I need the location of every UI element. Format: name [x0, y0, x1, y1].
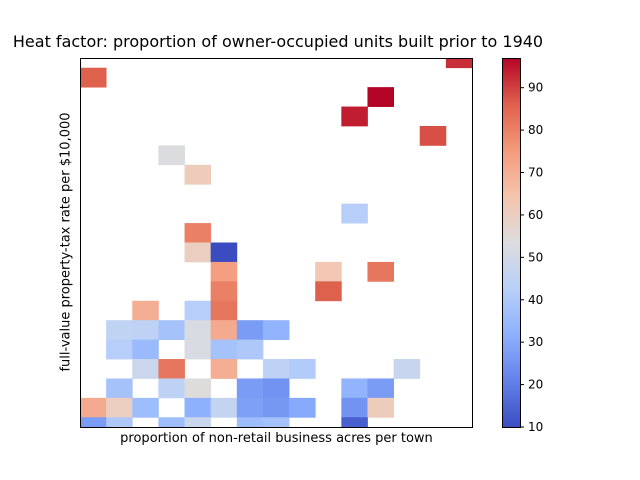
heatmap-cell [158, 359, 185, 379]
heatmap-cell [262, 417, 290, 428]
heatmap-cell [158, 320, 185, 341]
heatmap-cell [367, 261, 394, 282]
heatmap-cell [367, 87, 394, 107]
heatmap-cell [289, 397, 316, 418]
heatmap-cell [341, 417, 368, 428]
heatmap-cell [393, 359, 421, 379]
heatmap-cell [210, 320, 238, 341]
heatmap-cell [106, 397, 133, 418]
heatmap-cell [236, 397, 264, 418]
heatmap-cell [315, 261, 342, 282]
heatmap-cell [262, 320, 290, 341]
x-axis-label: proportion of non-retail business acres … [120, 431, 433, 446]
heatmap-cell [262, 397, 290, 418]
heatmap-cell [210, 359, 238, 379]
heatmap-cell [210, 300, 238, 321]
heatmap-cell [132, 300, 159, 321]
heatmap-cell [184, 397, 212, 418]
heatmap-cell [184, 300, 212, 321]
colorbar-tick-label: 50 [528, 250, 543, 264]
heatmap-cell [210, 281, 238, 302]
heatmap-cell [132, 359, 159, 379]
heatmap-cell [210, 242, 238, 263]
heatmap-cell [132, 397, 159, 418]
heatmap-cell [184, 339, 212, 360]
heatmap-cell [210, 339, 238, 360]
colorbar-frame [502, 58, 521, 428]
heatmap-cell [341, 378, 368, 399]
heatmap-cell [184, 223, 212, 243]
heatmap-cell [106, 378, 133, 399]
heatmap-cell [236, 339, 264, 360]
heatmap-cell [184, 320, 212, 341]
heatmap-cell [106, 339, 133, 360]
heatmap-cell [419, 125, 447, 146]
heatmap-cell [106, 320, 133, 341]
heatmap-cell [262, 359, 290, 379]
heatmap-cell [210, 261, 238, 282]
colorbar-ticks: 10 20 30 40 50 60 70 80 90 [520, 81, 543, 434]
colorbar-tick-label: 90 [528, 81, 543, 95]
heatmap-cell [341, 106, 368, 127]
heatmap-cell [184, 417, 212, 428]
colorbar-tick-label: 80 [528, 123, 543, 137]
heatmap-cell [132, 339, 159, 360]
heatmap-cell [80, 417, 107, 428]
heatmap-cells [80, 58, 473, 428]
chart-title: Heat factor: proportion of owner-occupie… [12, 32, 544, 51]
colorbar [502, 58, 520, 427]
colorbar-tick-label: 40 [528, 293, 543, 307]
colorbar-tick-label: 30 [528, 335, 543, 349]
heatmap-cell [80, 397, 107, 418]
heatmap-cell [341, 397, 368, 418]
colorbar-tick-label: 60 [528, 208, 543, 222]
heatmap-cell [80, 67, 107, 88]
heatmap-cell [158, 378, 185, 399]
heatmap-cell [132, 320, 159, 341]
colorbar-tick-label: 70 [528, 166, 543, 180]
heatmap-cell [158, 145, 185, 166]
heatmap-cell [236, 417, 264, 428]
heatmap-cell [367, 397, 394, 418]
heatmap-cell [315, 281, 342, 302]
heatmap-cell [445, 58, 473, 69]
heatmap-cell [184, 164, 212, 185]
heatmap-cell [106, 417, 133, 428]
plot-frame [80, 58, 473, 428]
colorbar-tick-label: 20 [528, 378, 543, 392]
heatmap-cell [289, 359, 316, 379]
heatmap-cell [367, 378, 394, 399]
colorbar-tick-label: 10 [528, 420, 543, 434]
heatmap-cell [184, 378, 212, 399]
heatmap-cell [262, 378, 290, 399]
heatmap-cell [210, 397, 238, 418]
heatmap-cell [341, 203, 368, 224]
heatmap-cell [236, 378, 264, 399]
heatmap-cell [158, 417, 185, 428]
heatmap-cell [184, 242, 212, 263]
heatmap-cell [236, 320, 264, 341]
